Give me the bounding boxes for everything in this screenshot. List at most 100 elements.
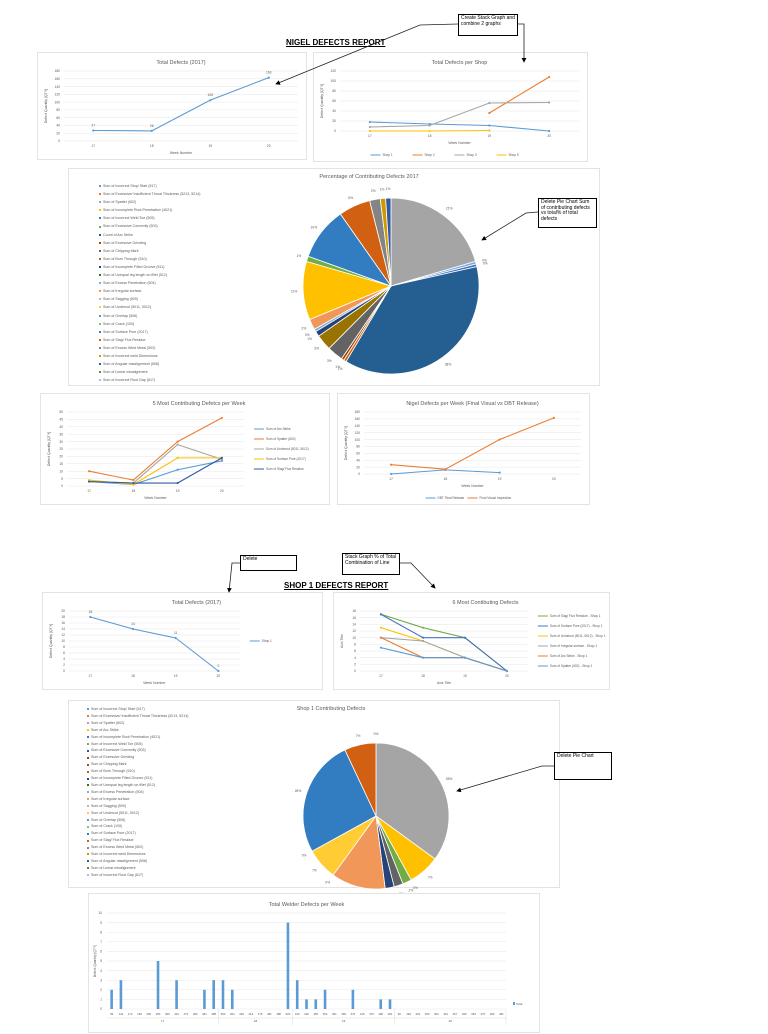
shop1-contributing-pie-chart[interactable]: Sum of Incorrect Stop/ Start (517) Sum of… (68, 700, 560, 900)
legend-label: Sum of Surface Pore (2017) (91, 831, 136, 836)
series-line (380, 613, 508, 672)
x-tick-label: 18 (444, 477, 448, 481)
data-point (552, 416, 555, 419)
legend-swatch (99, 193, 101, 196)
legend-item: Sum of Incomplete Root Penetration (4021… (99, 206, 200, 214)
data-point (548, 75, 551, 79)
legend-swatch (99, 306, 101, 309)
y-axis-label: Defect Quantity [QTY] (47, 432, 51, 466)
series-line (380, 613, 508, 672)
legend-item: Sum of Excessive Grinding (87, 754, 188, 761)
x-tick-label: 199 (295, 1012, 300, 1016)
y-tick-label: 18 (352, 609, 356, 613)
x-tick-label: 199 (406, 1012, 411, 1016)
legend-item: Sum of Incorrect Stop/ Start (517) (87, 706, 188, 713)
bar (286, 922, 290, 1009)
pie-slice (385, 197, 392, 287)
chart-title: Shop 1 Contributing Defects (297, 706, 366, 712)
legend-swatch (87, 763, 89, 766)
y-tick-label: 0 (61, 484, 63, 488)
legend-label: Sum of Excess Weld Metal (502) (91, 845, 144, 850)
y-tick-label: 4 (100, 969, 102, 973)
x-tick-label: 488 (276, 1012, 281, 1016)
y-tick-label: 180 (354, 410, 360, 414)
chart-title: 5 Most Contributing Defetcs per Week (153, 401, 246, 407)
y-tick-label: 12 (61, 633, 65, 637)
slice-label: 38% (445, 363, 452, 367)
legend-item: Sum of Incorrect Root Gap (617) (99, 376, 200, 384)
defects-per-shop-chart[interactable]: Total Defects per Shop 0 20 40 60 80 100 120 17 1… (313, 52, 588, 162)
data-point (421, 656, 425, 659)
legend-label: Sum of Undercut (5011, 5012) - Shop 1 (550, 634, 606, 638)
bar (230, 989, 234, 1009)
y-tick-label: 20 (59, 455, 63, 459)
x-tick-label: 20 (505, 674, 509, 678)
x-tick-label: 369 (462, 1012, 467, 1016)
legend-label: Sum of Burn Through (510) (103, 256, 147, 261)
x-tick-label: 369 (239, 1012, 244, 1016)
x-tick-label: 17 (89, 674, 93, 678)
y-tick-label: 4 (63, 657, 65, 661)
legend-swatch (87, 832, 89, 835)
data-point (217, 669, 220, 673)
top5-defects-chart[interactable]: 5 Most Contributing Defetcs per Week 0 5 10… (40, 393, 330, 505)
y-axis-label: Axis Title (340, 634, 344, 648)
slice-label: 2% (409, 888, 414, 892)
legend-label: Sum of Undercut (5011, 5012) (266, 447, 309, 451)
y-tick-label: 7 (100, 940, 102, 944)
data-point (88, 480, 91, 483)
y-tick-label: 160 (354, 417, 360, 421)
data-point (379, 613, 383, 616)
y-tick-label: 60 (56, 116, 60, 120)
pie-slice (390, 197, 476, 287)
data-point (421, 636, 425, 639)
y-tick-label: 2 (63, 663, 65, 667)
legend-swatch (99, 314, 101, 317)
y-tick-label: 0 (334, 129, 336, 133)
x-tick-label: 481 (499, 1012, 504, 1016)
legend-swatch (87, 874, 89, 877)
legend-label: Sum of Linear misalignment (103, 370, 148, 375)
legend-label: Sum of Overlap (506) (91, 817, 126, 822)
series-line (90, 616, 219, 672)
legend-item: Sum of Incomplete Root Penetration (4021… (87, 734, 188, 741)
y-tick-label: 14 (352, 623, 356, 627)
note-delete-pie-total: Delete Pie Chart Sum of contributing def… (538, 198, 597, 228)
y-axis-label: Defect Quantity [QTY] (49, 624, 53, 658)
legend-label: DBT Final Release (438, 496, 465, 500)
legend-label: Sum of Incorrect Stop/ Start (517) (103, 184, 157, 188)
data-label: 163 (266, 71, 272, 75)
slice-label: 1% (296, 254, 301, 258)
data-point (498, 471, 501, 474)
legend-label: Sum of Surface Pore (2017) (266, 457, 306, 461)
welder-defects-bar-chart[interactable]: Total Welder Defects per Week 0 1 2 3 4 5 6 7 8 9 1… (88, 893, 540, 1033)
x-tick-label: 367 (453, 1012, 458, 1016)
legend-label: Sum of Incorrect Root Gap (617) (103, 378, 156, 383)
legend-item: Sum of Crack (100) (87, 823, 188, 830)
legend-label: Sum of Arc Strike (91, 727, 119, 732)
chart-title: Total Defects (2017) (172, 600, 221, 606)
contributing-defects-pie-chart[interactable]: Sum of Incorrect Stop/ Start (517) Sum of… (68, 168, 600, 386)
x-tick-label: 369 (341, 1012, 346, 1016)
shop1-total-defects-chart[interactable]: Total Defects (2017) 0 2 4 6 8 10 12 14 16 18 20 17 1… (42, 592, 323, 690)
x-tick-label: 480 (490, 1012, 495, 1016)
legend-swatch (87, 749, 89, 752)
legend-label: Sum of Excessive/ Insufficient Throat Th… (91, 713, 189, 718)
final-visual-vs-dbt-chart[interactable]: Nigel Defects per Week (Final Visual vs … (337, 393, 590, 505)
legend-item: Sum of Burn Through (510) (87, 768, 188, 775)
legend-swatch (99, 379, 101, 382)
x-tick-label: 17 (91, 144, 95, 148)
legend-item: Sum of Linear misalignment (87, 865, 188, 872)
x-tick-label: 19 (488, 134, 492, 138)
legend-label: Sum of Sagging (509) (103, 297, 138, 302)
slice-label: 1% (338, 367, 343, 371)
y-tick-label: 140 (54, 85, 60, 89)
data-point (505, 669, 509, 673)
y-tick-label: 8 (63, 645, 65, 649)
series-line (369, 101, 550, 128)
shop1-top6-defects-chart[interactable]: 6 Most Contibuting Defects 0 2 4 6 8 10 12 14 16 1… (333, 592, 610, 690)
total-defects-chart[interactable]: Total Defects (2017) 0 20 40 60 80 100 120 140 16… (37, 52, 307, 160)
legend-item: Sum of Surface Pore (2017) (99, 328, 200, 336)
y-tick-label: 16 (352, 616, 356, 620)
y-tick-label: 80 (332, 89, 336, 93)
